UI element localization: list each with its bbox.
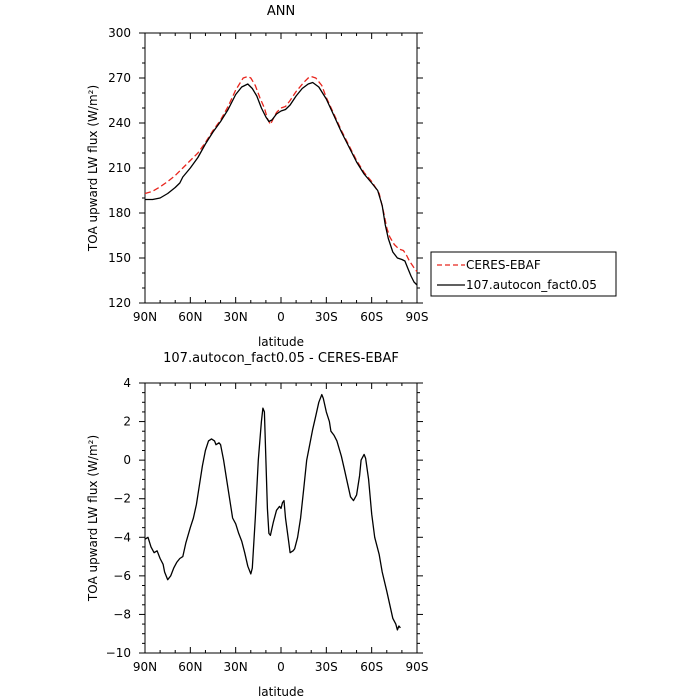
top-y-tick-label: 270 — [108, 71, 131, 85]
bottom-plot-frame — [144, 382, 418, 654]
bottom-chart-title: 107.autocon_fact0.05 - CERES-EBAF — [163, 351, 399, 366]
top-y-tick-label: 240 — [108, 116, 131, 130]
bottom-y-tick-label: 2 — [123, 415, 131, 429]
bottom-x-tick-label: 60N — [178, 660, 202, 674]
bottom-x-tick-label: 60S — [360, 660, 383, 674]
top-panel: ANN TOA upward LW flux (W/m²) latitude 9… — [86, 4, 428, 349]
top-x-tick-label: 30S — [315, 310, 338, 324]
bottom-y-tick-label: 4 — [123, 376, 131, 390]
bottom-panel: 107.autocon_fact0.05 - CERES-EBAF TOA up… — [86, 351, 428, 699]
top-x-tick-label: 60N — [178, 310, 202, 324]
legend: CERES-EBAF 107.autocon_fact0.05 — [430, 251, 617, 297]
top-x-tick-label: 60S — [360, 310, 383, 324]
bottom-y-tick-label: 0 — [123, 453, 131, 467]
bottom-y-tick-label: −10 — [106, 646, 131, 660]
top-y-tick-label: 300 — [108, 26, 131, 40]
top-x-tick-label: 90N — [133, 310, 157, 324]
legend-label-ceres-ebaf: CERES-EBAF — [466, 258, 541, 272]
legend-label-model: 107.autocon_fact0.05 — [466, 278, 597, 292]
top-x-axis-label: latitude — [258, 335, 304, 349]
bottom-y-tick-label: −4 — [113, 530, 131, 544]
top-y-tick-label: 150 — [108, 251, 131, 265]
legend-box — [430, 251, 617, 297]
top-series-line-0 — [144, 75, 418, 272]
bottom-x-axis-label: latitude — [258, 685, 304, 699]
top-y-tick-label: 180 — [108, 206, 131, 220]
bottom-y-tick-label: −6 — [113, 569, 131, 583]
top-y-tick-label: 210 — [108, 161, 131, 175]
top-y-tick-label: 120 — [108, 296, 131, 310]
top-x-tick-label: 90S — [406, 310, 429, 324]
bottom-x-tick-label: 30N — [224, 660, 248, 674]
top-y-axis-label: TOA upward LW flux (W/m²) — [86, 85, 100, 252]
bottom-x-tick-label: 90N — [133, 660, 157, 674]
bottom-series-line-0 — [144, 393, 401, 631]
top-chart-title: ANN — [267, 4, 295, 19]
bottom-x-tick-label: 0 — [277, 660, 285, 674]
bottom-x-tick-label: 90S — [406, 660, 429, 674]
top-plot-frame — [144, 32, 418, 304]
bottom-y-axis-label: TOA upward LW flux (W/m²) — [86, 435, 100, 602]
top-x-tick-label: 0 — [277, 310, 285, 324]
bottom-x-tick-label: 30S — [315, 660, 338, 674]
bottom-y-tick-label: −8 — [113, 607, 131, 621]
top-series-line-1 — [145, 81, 418, 286]
top-x-tick-label: 30N — [224, 310, 248, 324]
bottom-y-tick-label: −2 — [113, 492, 131, 506]
